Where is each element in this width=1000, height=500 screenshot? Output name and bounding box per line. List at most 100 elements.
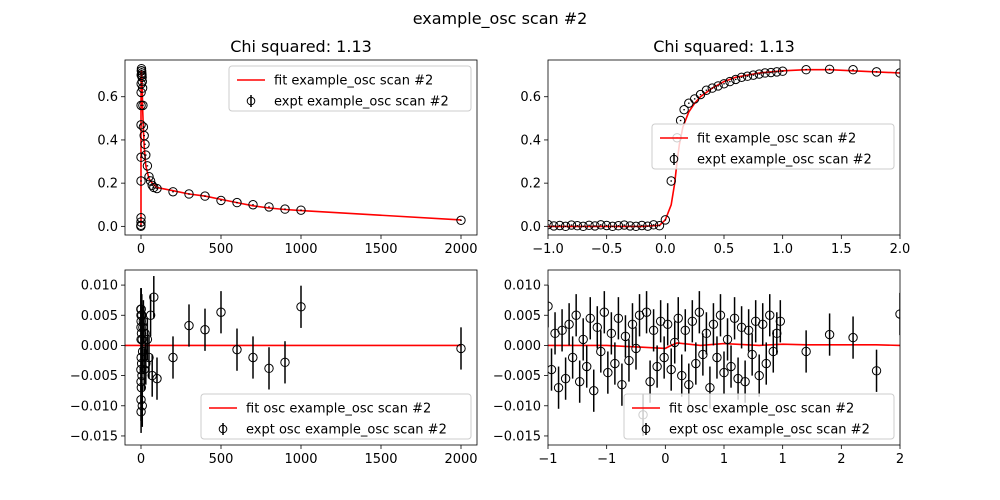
- data-point: [713, 81, 723, 91]
- data-point: [137, 83, 148, 93]
- data-point: [296, 302, 306, 312]
- data-point: [184, 320, 194, 331]
- data-point: [619, 220, 629, 230]
- data-point: [216, 307, 226, 317]
- x-tick-label: 1: [720, 452, 728, 467]
- legend: fit osc example_osc scan #2 expt osc exam…: [623, 393, 895, 440]
- legend-marker-swatch: [669, 154, 679, 164]
- data-point: [726, 361, 736, 372]
- y-tick-label: −0.005: [493, 369, 541, 384]
- data-point: [152, 373, 162, 384]
- data-point: [645, 376, 655, 387]
- data-point: [624, 355, 634, 366]
- legend: fit example_osc scan #2 expt example_osc …: [651, 123, 895, 170]
- x-tick-label: 500: [209, 452, 234, 467]
- data-point: [138, 100, 148, 111]
- data-point: [871, 366, 882, 376]
- chart-panel-3: 0 500 1000 1500 2000 −0.015 −0.010 −0.005 0.000 0…: [70, 269, 478, 467]
- data-point: [801, 65, 811, 75]
- data-point: [149, 292, 159, 302]
- data-point: [772, 67, 782, 77]
- data-point: [687, 316, 698, 326]
- data-point: [549, 221, 559, 231]
- legend-label: expt osc example_osc scan #2: [669, 423, 870, 438]
- data-point: [654, 221, 665, 231]
- chart-panel-1: Chi squared: 1.13 0 500 1000 1500 2000 0.0 0.2 0…: [97, 37, 477, 257]
- y-tick-label: 0.005: [504, 309, 541, 324]
- data-point: [578, 334, 588, 345]
- data-point: [662, 319, 673, 330]
- data-point: [200, 191, 210, 201]
- data-point: [596, 346, 606, 357]
- data-point: [673, 313, 683, 323]
- y-tick-label: −0.010: [70, 399, 118, 414]
- data-point: [705, 382, 715, 393]
- legend-box: [623, 393, 895, 440]
- data-point: [280, 204, 290, 214]
- data-point: [659, 352, 669, 363]
- y-tick-label: 0.4: [520, 133, 541, 148]
- fit-line: [140, 70, 462, 228]
- x-tick-label: 500: [209, 242, 234, 257]
- y-tick-label: 0.005: [81, 309, 118, 324]
- y-tick-label: −0.015: [493, 429, 541, 444]
- plot-area: [548, 285, 900, 436]
- data-point: [144, 171, 154, 182]
- data-point: [766, 67, 776, 78]
- data-point: [637, 220, 647, 231]
- x-tick-label: 2000: [444, 452, 477, 467]
- data-point: [140, 139, 150, 149]
- x-tick-label: 1: [779, 452, 787, 467]
- x-tick-label: 0.5: [714, 242, 735, 257]
- data-point: [571, 310, 581, 320]
- data-point: [719, 367, 729, 378]
- legend-box: [228, 65, 472, 112]
- data-point: [679, 104, 689, 115]
- data-point: [824, 64, 835, 74]
- x-tick-label: 0: [137, 452, 145, 467]
- data-point: [548, 364, 557, 375]
- y-tick-label: 0.0: [520, 220, 541, 235]
- legend-marker-swatch: [246, 96, 256, 106]
- data-point: [801, 346, 811, 357]
- legend-label: fit example_osc scan #2: [274, 74, 433, 89]
- data-point: [722, 334, 733, 345]
- axes-frame: [547, 59, 901, 236]
- y-tick-label: −0.015: [70, 429, 118, 444]
- data-point: [765, 310, 775, 320]
- legend-box: [200, 393, 472, 440]
- data-point: [617, 379, 627, 390]
- data-point: [152, 183, 162, 194]
- data-point: [572, 221, 583, 231]
- data-point: [136, 220, 146, 230]
- data-point: [677, 370, 687, 381]
- data-point: [715, 310, 726, 320]
- x-tick-label: 1000: [284, 242, 317, 257]
- data-point: [708, 319, 719, 330]
- data-point: [712, 352, 722, 363]
- x-tick-label: 1.5: [831, 242, 852, 257]
- x-tick-label: 0.0: [655, 242, 676, 257]
- data-point: [775, 316, 786, 326]
- data-point: [548, 301, 553, 311]
- data-point: [557, 325, 567, 336]
- data-point: [613, 221, 624, 231]
- data-point: [592, 322, 602, 333]
- data-point: [740, 376, 750, 387]
- data-point: [729, 313, 740, 323]
- x-tick-label: 2: [837, 452, 845, 467]
- data-point: [691, 358, 701, 369]
- data-point: [742, 71, 753, 81]
- data-point: [603, 367, 613, 378]
- data-point: [596, 220, 606, 230]
- x-tick-label: −0.5: [591, 242, 623, 257]
- data-point: [184, 189, 194, 199]
- data-point: [747, 349, 757, 360]
- data-point: [589, 385, 599, 396]
- data-point: [582, 361, 592, 372]
- legend-label: expt example_osc scan #2: [697, 153, 872, 168]
- data-point: [200, 325, 210, 335]
- data-point: [574, 376, 585, 387]
- data-point: [566, 220, 577, 230]
